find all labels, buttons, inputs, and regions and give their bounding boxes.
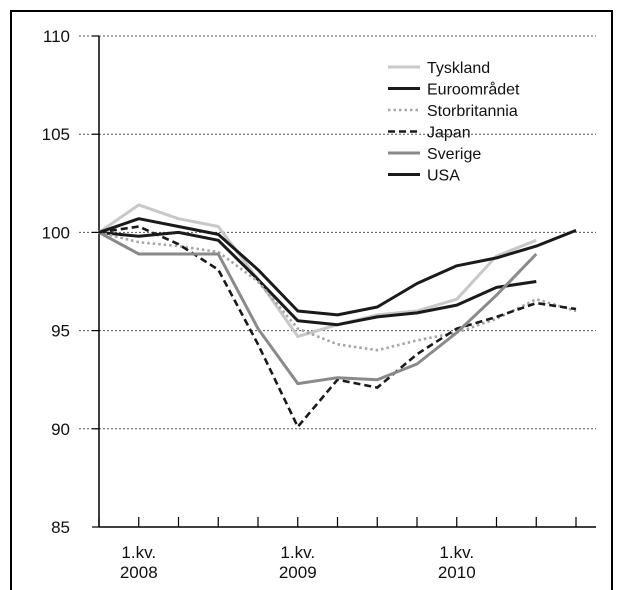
x-tick-label-year: 2009 xyxy=(279,563,317,582)
y-tick-label: 90 xyxy=(51,420,70,439)
series-line-sverige xyxy=(98,231,538,386)
series-line-storbritannia xyxy=(98,231,577,352)
legend-label: Tyskland xyxy=(427,60,490,77)
series-line-japan xyxy=(98,225,577,429)
legend-label: Euroområdet xyxy=(427,81,520,99)
axes: 8590951001051101.kv.20081.kv.20091.kv.20… xyxy=(42,27,596,582)
y-tick-label: 95 xyxy=(51,322,70,341)
series-lines xyxy=(98,203,577,429)
y-tick-label: 100 xyxy=(42,223,70,242)
x-tick-label: 1.kv. xyxy=(121,543,156,562)
y-tick-label: 85 xyxy=(51,518,70,537)
legend-label: Japan xyxy=(427,125,471,142)
series-line-euroområdet xyxy=(98,230,537,327)
legend-label: Storbritannia xyxy=(427,103,518,120)
legend-label: USA xyxy=(427,168,460,185)
legend-label: Sverige xyxy=(427,146,481,163)
x-tick-label: 1.kv. xyxy=(439,543,474,562)
series-line-usa xyxy=(98,217,577,317)
series-line-tyskland xyxy=(98,203,537,338)
legend: Tyskland Euroområdet Storbritannia Japan Sve… xyxy=(388,60,520,185)
y-tick-label: 110 xyxy=(43,27,70,46)
x-tick-label: 1.kv. xyxy=(280,543,315,562)
y-tick-label: 105 xyxy=(42,125,70,144)
x-tick-label-year: 2010 xyxy=(438,563,476,582)
x-tick-label-year: 2008 xyxy=(120,563,158,582)
chart-border xyxy=(10,10,613,590)
